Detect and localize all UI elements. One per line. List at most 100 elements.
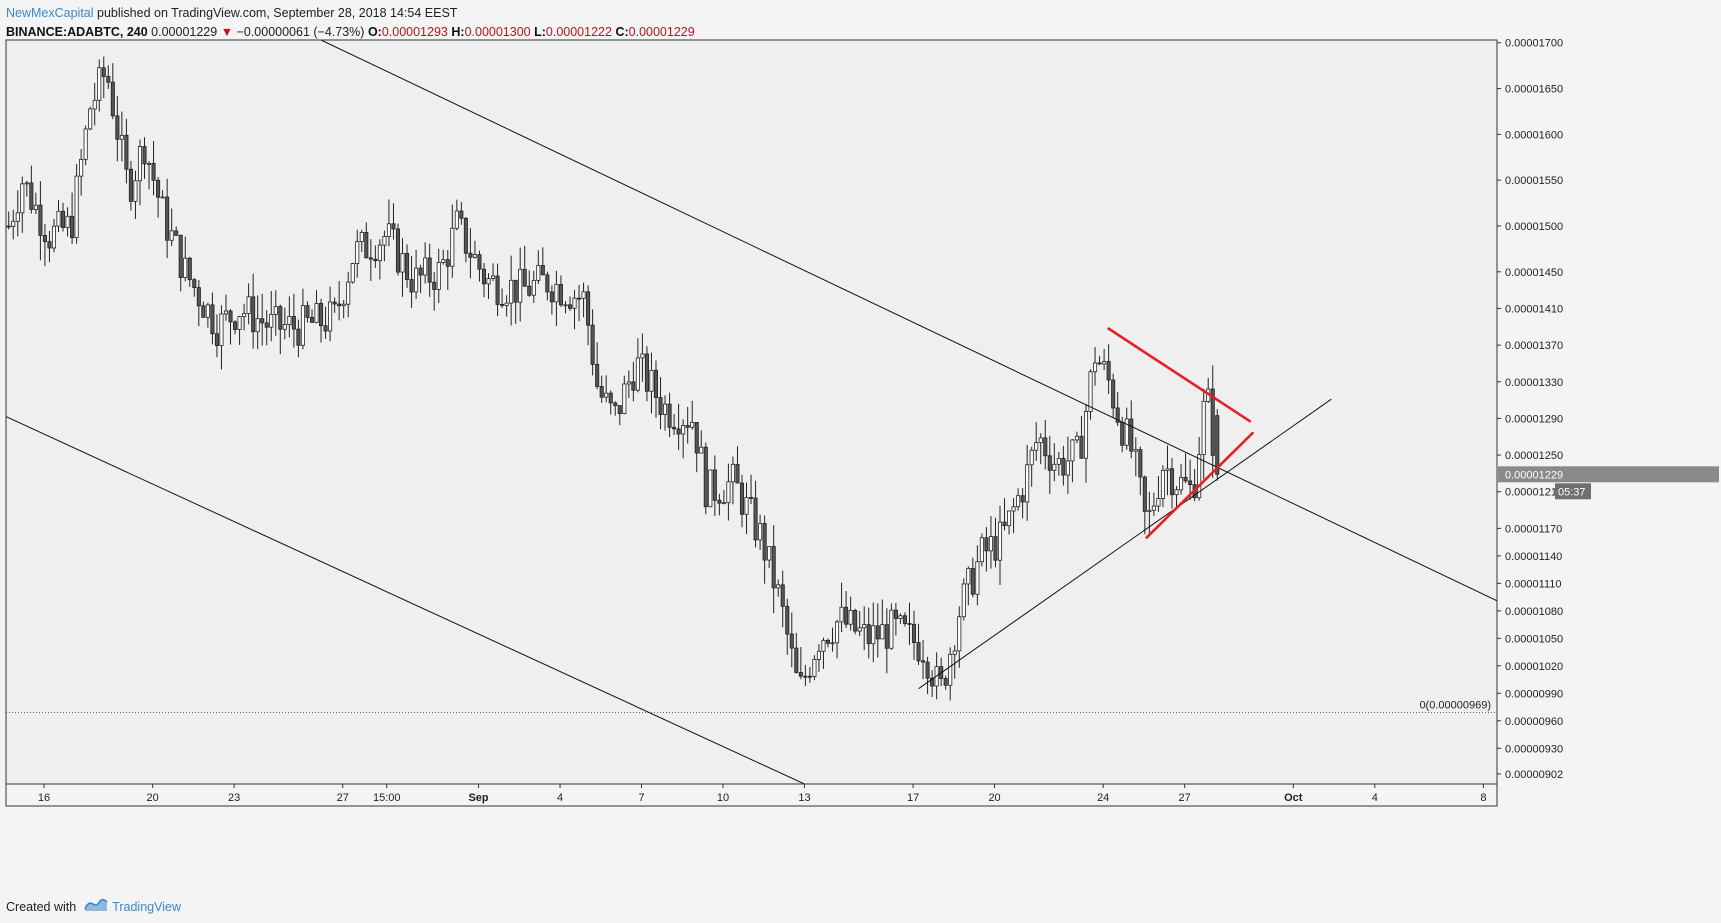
candle-down — [110, 81, 115, 117]
candle-down — [228, 310, 233, 323]
candle-up — [350, 263, 355, 283]
y-tick-label: 0.00001170 — [1505, 523, 1562, 535]
candle-down — [332, 301, 337, 305]
candle-up — [572, 297, 577, 309]
candle-up — [1007, 510, 1012, 527]
candle-down — [42, 234, 47, 243]
candle-up — [726, 481, 731, 504]
candle-down — [124, 134, 129, 170]
candle-down — [196, 287, 201, 307]
candle-down — [291, 316, 296, 330]
candle-down — [459, 210, 464, 219]
candle-up — [1070, 439, 1075, 462]
created-with-label: Created with — [6, 899, 77, 914]
symbol-label[interactable]: BINANCE:ADABTC, 240 — [6, 25, 148, 39]
candle-up — [1029, 449, 1034, 466]
candle-down — [260, 318, 265, 324]
candle-down — [251, 296, 256, 333]
last-price: 0.00001229 — [151, 25, 218, 39]
candle-up — [776, 584, 781, 589]
candle-down — [1138, 449, 1143, 478]
candle-down — [1020, 495, 1025, 503]
candle-down — [1079, 435, 1084, 459]
candle-down — [364, 232, 369, 259]
candle-up — [1201, 400, 1206, 456]
candle-down — [803, 675, 808, 678]
high-label: H: — [451, 25, 465, 39]
candle-up — [581, 291, 586, 299]
candle-up — [1025, 464, 1030, 503]
candle-down — [142, 146, 147, 165]
triangle-triangle-top — [1107, 327, 1252, 423]
candle-down — [47, 241, 52, 249]
candle-down — [405, 253, 410, 280]
y-tick-label: 0.00001110 — [1505, 578, 1561, 590]
candle-up — [414, 267, 419, 293]
candle-down — [61, 210, 66, 228]
candle-down — [1120, 421, 1125, 446]
candle-up — [635, 357, 640, 391]
candle-up — [979, 537, 984, 563]
candle-down — [1002, 521, 1007, 527]
author-link[interactable]: NewMexCapital — [6, 6, 94, 20]
candle-up — [1179, 476, 1184, 491]
candle-up — [56, 210, 61, 227]
candle-up — [377, 244, 382, 262]
candle-down — [853, 610, 858, 632]
candle-up — [242, 313, 247, 317]
candle-down — [685, 425, 690, 428]
candle-down — [1097, 362, 1102, 365]
candle-up — [119, 134, 124, 140]
candle-up — [812, 659, 817, 677]
current-price-label: 0.00001229 — [1505, 469, 1563, 481]
candle-up — [359, 232, 364, 242]
candle-up — [1160, 470, 1165, 499]
candle-down — [911, 623, 917, 643]
candle-up — [1065, 460, 1070, 476]
candle-down — [943, 678, 948, 686]
high-value: 0.00001300 — [464, 25, 531, 39]
candle-down — [187, 257, 192, 281]
candle-up — [169, 230, 174, 241]
candle-down — [735, 463, 740, 484]
candle-down — [409, 279, 414, 293]
candle-down — [613, 402, 618, 406]
y-tick-label: 0.00000960 — [1505, 716, 1563, 728]
candle-down — [432, 281, 437, 290]
tradingview-brand-link[interactable]: TradingView — [112, 899, 181, 914]
candle-up — [346, 281, 351, 305]
open-value: 0.00001293 — [381, 25, 448, 39]
candle-down — [762, 523, 767, 561]
candle-down — [780, 584, 785, 607]
candle-down — [323, 325, 328, 332]
candle-down — [753, 497, 758, 541]
candle-up — [1093, 362, 1098, 373]
candle-down — [1115, 407, 1120, 423]
candle-up — [15, 212, 20, 222]
candle-up — [518, 268, 523, 303]
candle-down — [305, 305, 310, 318]
candle-up — [975, 561, 980, 595]
candle-down — [296, 328, 301, 346]
candle-up — [223, 310, 229, 315]
candle-up — [454, 210, 459, 229]
trendline-lower-channel — [6, 416, 805, 784]
candle-up — [1056, 458, 1061, 465]
candle-up — [79, 158, 84, 177]
down-arrow-icon: ▼ — [220, 25, 234, 39]
candle-up — [65, 215, 70, 228]
candle-down — [667, 403, 672, 428]
candle-down — [893, 609, 898, 619]
candle-up — [1083, 411, 1089, 459]
candle-up — [282, 324, 287, 330]
candle-down — [993, 536, 998, 561]
x-tick-label: 20 — [147, 792, 159, 804]
candle-down — [477, 254, 482, 270]
candle-up — [604, 392, 609, 398]
candle-down — [970, 568, 975, 595]
candle-up — [436, 261, 441, 290]
y-tick-label: 0.00001650 — [1505, 84, 1563, 96]
candle-up — [839, 606, 844, 623]
candle-up — [400, 253, 405, 273]
